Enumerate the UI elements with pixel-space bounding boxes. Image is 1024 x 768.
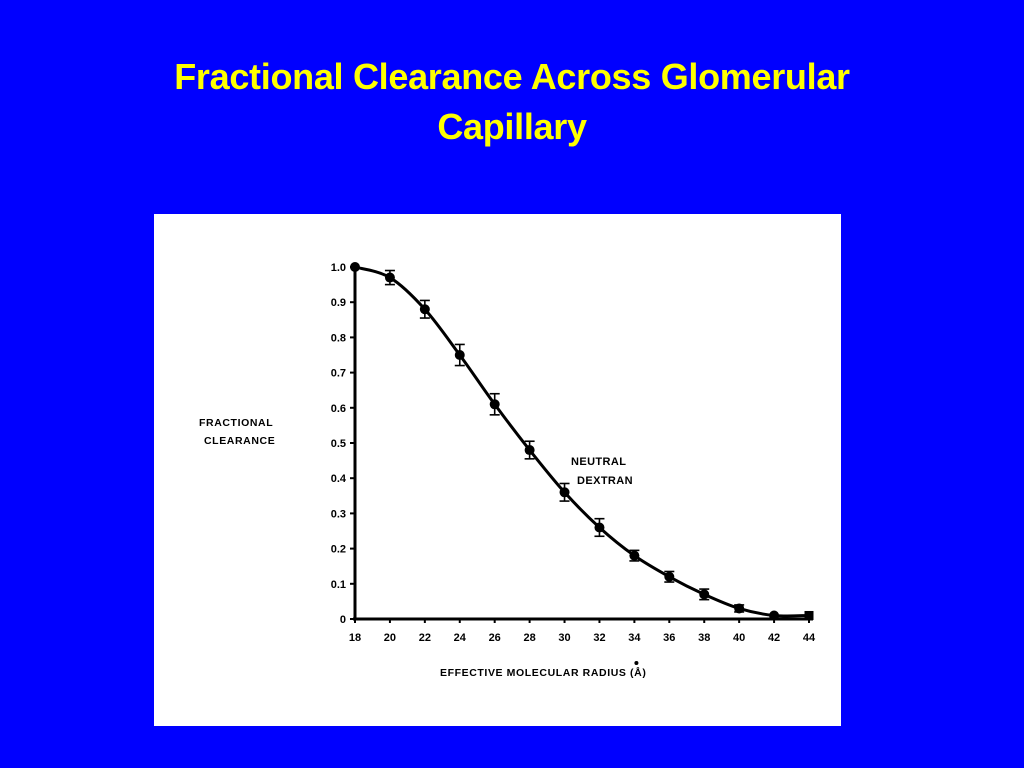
y-axis-title: FRACTIONAL CLEARANCE [199,417,275,447]
figure-panel: FRACTIONAL CLEARANCE EFFECTIVE MOLECULAR… [154,214,841,726]
slide-title: Fractional Clearance Across Glomerular C… [112,52,912,152]
angstrom-ring-mark [634,661,639,665]
fractional-clearance-chart: FRACTIONAL CLEARANCE EFFECTIVE MOLECULAR… [199,262,816,679]
data-series [350,262,814,621]
x-tick-label: 38 [698,632,710,644]
y-tick-label: 0.5 [331,438,346,450]
data-point [699,589,710,600]
x-tick-label: 22 [419,632,431,644]
annotation-line2: DEXTRAN [577,475,633,487]
data-point [769,610,780,621]
data-point [734,603,745,614]
x-tick-label: 24 [454,632,467,644]
data-point [524,445,535,456]
x-axis-title: EFFECTIVE MOLECULAR RADIUS (Å) [440,666,646,679]
series-line-0 [354,265,810,618]
slide-title-line1: Fractional Clearance Across Glomerular [174,56,850,97]
x-tick-label: 40 [733,632,745,644]
x-tick-label: 18 [349,632,361,644]
data-point [454,350,465,360]
y-tick-label: 0.2 [331,544,346,556]
x-tick-label: 30 [558,632,570,644]
tick-marks [350,266,810,623]
data-point [594,522,605,533]
y-tick-label: 0 [340,614,346,626]
y-axis-title-line1: FRACTIONAL [199,417,273,429]
y-axis-title-line2: CLEARANCE [204,435,275,447]
annotation-line1: NEUTRAL [571,456,626,468]
data-point [804,610,814,620]
y-tick-label: 0.7 [331,368,346,380]
data-point [629,550,640,561]
data-point [664,571,675,582]
data-point [489,399,500,410]
x-tick-label: 20 [384,632,396,644]
y-tick-label: 0.4 [331,473,347,485]
data-point [384,272,395,283]
y-tick-label: 0.3 [331,508,346,520]
data-point [350,262,360,272]
x-tick-label: 36 [663,632,675,644]
axes [353,267,813,621]
y-tick-label: 0.1 [331,579,346,591]
x-tick-label: 34 [628,632,641,644]
data-point [419,304,430,315]
y-tick-label: 0.9 [331,297,346,309]
x-tick-label: 44 [803,632,816,644]
series-annotation: NEUTRAL DEXTRAN [571,456,633,487]
y-tick-label: 0.8 [331,332,346,344]
data-point [559,487,570,498]
tick-labels: 0 0.1 0.2 0.3 0.4 0.5 0.6 0.7 0.8 0.9 1.0 18 20 22 24 2… [331,262,816,644]
x-tick-label: 26 [489,632,501,644]
x-tick-label: 32 [593,632,605,644]
y-tick-label: 0.6 [331,403,346,415]
y-tick-label: 1.0 [331,262,346,274]
x-tick-label: 28 [523,632,535,644]
x-tick-label: 42 [768,632,780,644]
slide-title-line2: Capillary [437,106,587,147]
